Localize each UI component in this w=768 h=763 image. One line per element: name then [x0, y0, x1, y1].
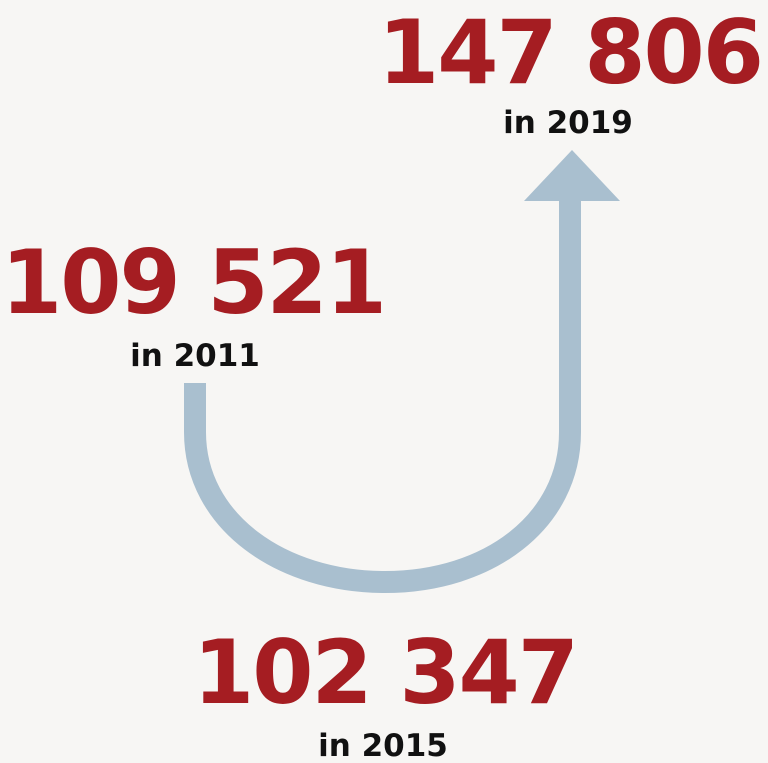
- value: 102 347: [193, 621, 577, 724]
- caption: in 2011: [130, 338, 260, 374]
- arrow-line: [184, 196, 581, 594]
- value: 147 806: [378, 1, 762, 104]
- arrow-head: [524, 150, 620, 201]
- caption: in 2015: [318, 728, 448, 763]
- caption: in 2019: [503, 105, 633, 141]
- value: 109 521: [1, 231, 385, 334]
